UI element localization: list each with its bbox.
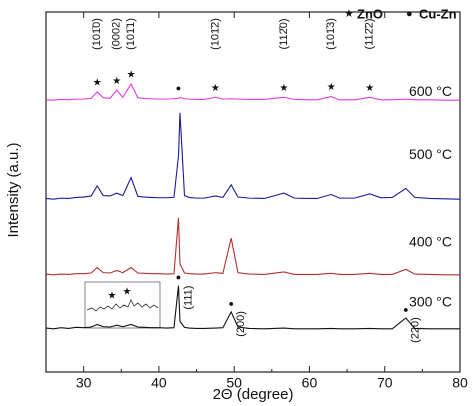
x-tick-label: 40 xyxy=(151,375,167,391)
zno-peak-label: (101̄1) xyxy=(125,18,137,50)
cuzn-marker: ● xyxy=(176,272,181,282)
series-line xyxy=(45,82,460,101)
series-label: 500 °C xyxy=(409,146,452,162)
zno-peak-label: (0002) xyxy=(111,18,123,50)
series-label: 600 °C xyxy=(409,83,452,99)
x-tick-label: 30 xyxy=(76,375,92,391)
y-axis-label: Intensity (a.u.) xyxy=(5,142,22,237)
legend-symbol: ★ xyxy=(344,8,354,20)
legend-label: ZnO xyxy=(357,6,383,21)
legend-symbol: ● xyxy=(406,8,413,20)
zno-peak-label: (101̄2) xyxy=(209,18,221,50)
inset-trace xyxy=(86,299,159,312)
zno-marker: ★ xyxy=(327,82,336,93)
cuzn-marker: ● xyxy=(176,83,181,93)
series-label: 300 °C xyxy=(409,294,452,310)
zno-marker: ★ xyxy=(112,76,121,87)
series-line xyxy=(45,112,461,200)
zno-peak-label: (101̄0) xyxy=(91,18,103,50)
cuzn-marker: ● xyxy=(228,298,233,308)
legend-label: Cu-Zn xyxy=(419,6,457,21)
inset-marker: ★ xyxy=(108,291,117,302)
series-label: 400 °C xyxy=(409,234,452,250)
cuzn-peak-label: (111) xyxy=(182,286,194,310)
x-tick-label: 80 xyxy=(452,375,468,391)
series-line xyxy=(45,285,460,330)
inset xyxy=(84,281,161,329)
x-tick-label: 60 xyxy=(302,375,318,391)
cuzn-peak-label: (220) xyxy=(410,317,422,343)
zno-marker: ★ xyxy=(279,83,288,94)
series-line xyxy=(45,217,460,276)
cuzn-peak-label: (200) xyxy=(235,311,247,337)
zno-marker: ★ xyxy=(127,70,136,81)
zno-marker: ★ xyxy=(365,83,374,94)
zno-peak-label: (101̄3) xyxy=(325,18,337,50)
zno-peak-label: (112̄2) xyxy=(364,19,376,50)
zno-marker: ★ xyxy=(211,83,220,94)
x-tick-label: 50 xyxy=(226,375,242,391)
x-axis-label: 2Θ (degree) xyxy=(213,386,294,403)
zno-marker: ★ xyxy=(93,78,102,89)
inset-marker: ★ xyxy=(123,287,132,298)
legend: ★ ZnO ● Cu-Zn xyxy=(344,6,457,21)
cuzn-marker: ● xyxy=(403,304,408,314)
zno-peak-label: (112̄0) xyxy=(278,19,290,50)
x-tick-label: 70 xyxy=(377,375,393,391)
plot-frame xyxy=(45,11,461,373)
